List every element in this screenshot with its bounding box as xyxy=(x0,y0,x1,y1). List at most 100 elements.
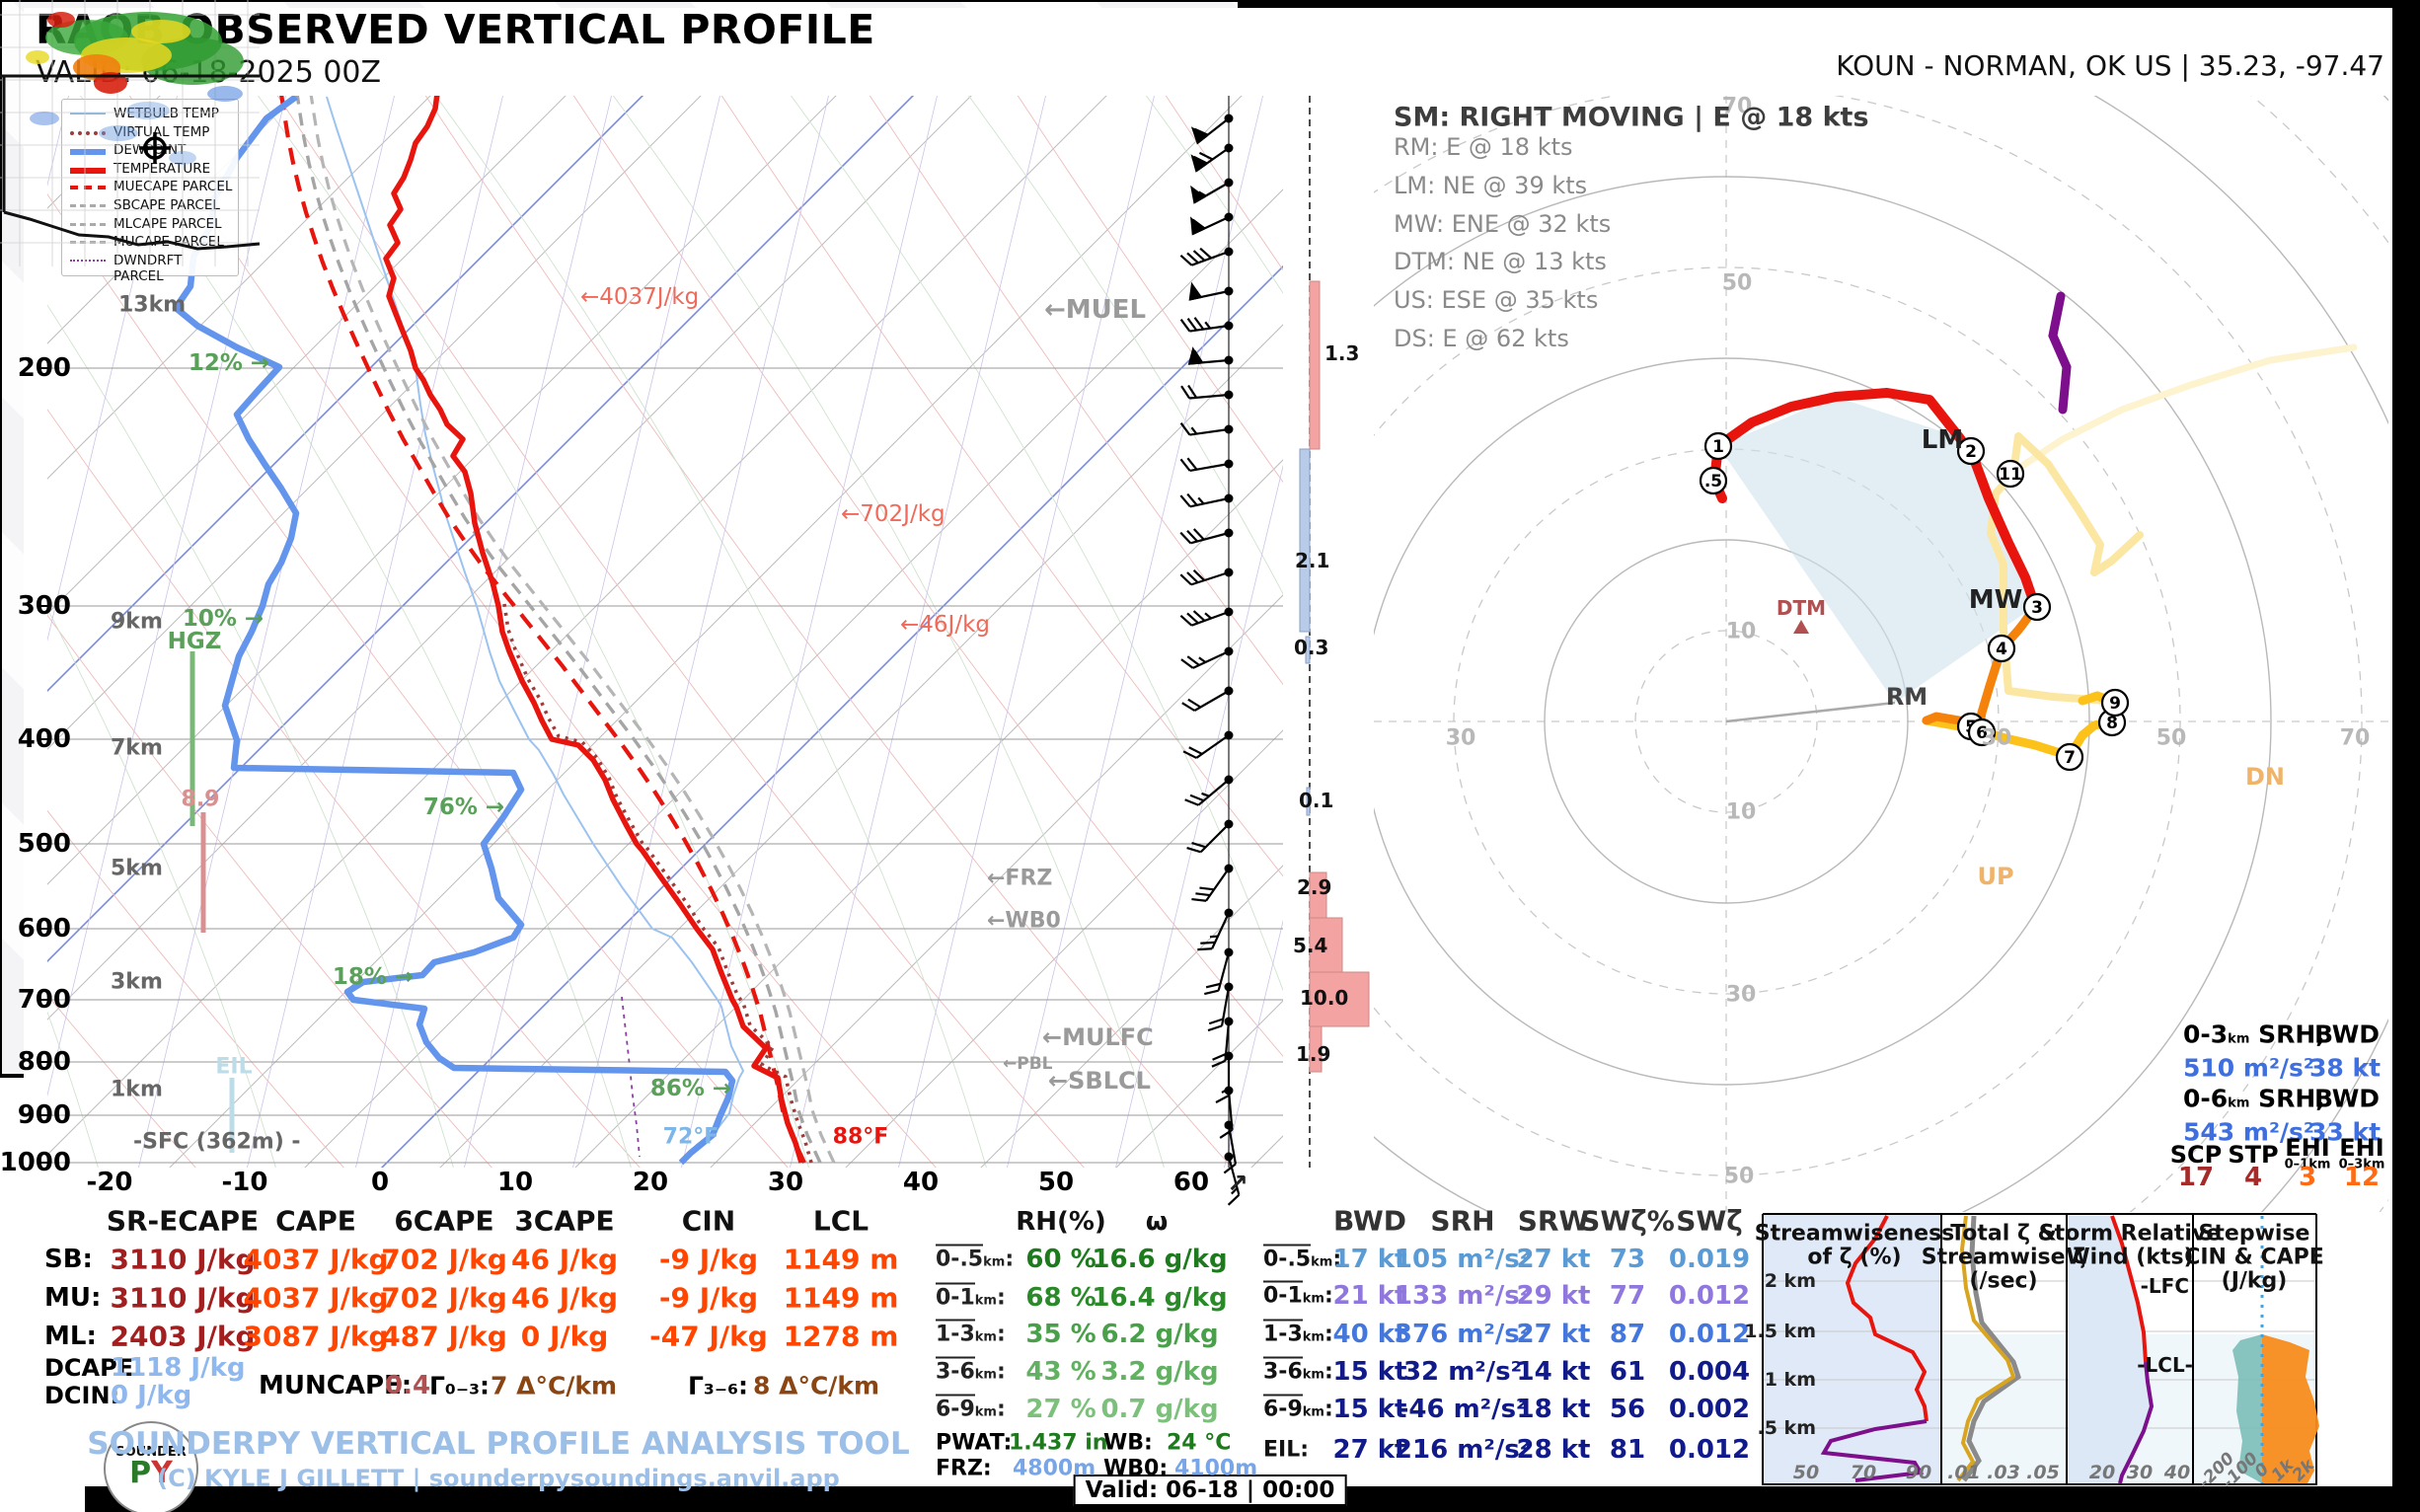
thermo-value: 46 J/kg xyxy=(510,1281,619,1315)
wind-barb-icon xyxy=(1187,346,1234,365)
rh-row-label: 0-.5km: xyxy=(936,1244,1014,1272)
srh-box-row2-label2: BWD xyxy=(2314,1084,2381,1113)
dry-adiabat-line xyxy=(424,96,1233,1168)
dry-adiabat-line xyxy=(47,994,196,1168)
p1-title: of ζ (%) xyxy=(1807,1245,1902,1270)
hodo-ring-solid xyxy=(1544,539,1909,904)
thermo-value: 3087 J/kg xyxy=(243,1320,389,1353)
dcape-label: DCAPE: xyxy=(44,1354,143,1382)
panel-lowlevel-shade xyxy=(1941,1334,2067,1485)
wb0-label: WB0: xyxy=(1103,1456,1169,1481)
special-line-label: EIL xyxy=(215,1054,253,1080)
srh-0-3-value: 510 m²/s² xyxy=(2183,1053,2314,1083)
stepwise-cin-area xyxy=(2232,1334,2262,1483)
bwd-0-3-value: 38 kt xyxy=(2309,1053,2382,1083)
omega-pointer-arrow-icon: ↗ xyxy=(1227,1170,1248,1199)
thermo-row-label: ML: xyxy=(44,1322,97,1351)
height-label: 3km xyxy=(111,969,163,995)
p1-ytick: .5 km xyxy=(1757,1417,1817,1439)
panel-xtick: 70 xyxy=(1850,1462,1877,1483)
height-label: 7km xyxy=(111,735,163,761)
hodo-vector-label-dn: DN xyxy=(2244,763,2286,791)
omega-bar xyxy=(1309,280,1321,450)
dry-adiabat-line xyxy=(869,96,1283,686)
kin-value: 29 kt xyxy=(1516,1281,1591,1311)
hodo-trace-9-13km-faint xyxy=(2009,343,2358,476)
temp-tick-label: 40 xyxy=(902,1168,940,1197)
omega-value-label: 5.4 xyxy=(1293,934,1328,957)
cape-annotation: ←702J/kg xyxy=(841,501,945,527)
wind-barb-icon xyxy=(1191,864,1234,902)
panel-border xyxy=(2315,1214,2317,1485)
wind-barb-icon xyxy=(1204,947,1234,996)
omega-value-label: 1.3 xyxy=(1324,341,1360,365)
legend-line-sample-icon xyxy=(70,204,106,207)
kin-row-label: 3-6km: xyxy=(1263,1356,1333,1385)
thermo-header: CIN xyxy=(681,1204,736,1238)
moist-adiabat-line xyxy=(967,96,1283,595)
mixing-ratio-line xyxy=(572,96,829,1168)
hodo-ring-label: 50 xyxy=(1721,270,1753,296)
isotherm-line xyxy=(710,594,1283,1168)
kin-value: 105 m²/s² xyxy=(1394,1245,1532,1274)
kin-header: SRW xyxy=(1517,1204,1590,1238)
kin-value: 0.019 xyxy=(1668,1245,1751,1274)
panel-border xyxy=(2066,1214,2068,1485)
thermo-value: 487 J/kg xyxy=(381,1320,507,1353)
hodo-height-marker xyxy=(2055,742,2084,772)
p1-ytick: 1.5 km xyxy=(1744,1321,1816,1342)
hodo-ring-label: 10 xyxy=(1725,799,1757,825)
kin-row-label: 6-9km: xyxy=(1263,1394,1333,1422)
omega-bar xyxy=(1299,448,1311,633)
mixing-ratio-line xyxy=(247,96,503,1168)
height-label: 5km xyxy=(111,856,163,881)
wind-barb-icon xyxy=(1188,281,1234,301)
hodo-height-marker-label: 11 xyxy=(1999,465,2022,485)
isotherm-line xyxy=(304,189,1283,1168)
pressure-tick-label: 700 xyxy=(17,985,71,1015)
p4-title: (J/kg) xyxy=(2221,1268,2288,1294)
dry-adiabat-line xyxy=(1017,96,1283,484)
hodo-height-marker xyxy=(1703,431,1733,461)
hodo-ring-label: 30 xyxy=(1981,725,2012,751)
thermo-value: 702 J/kg xyxy=(381,1243,507,1276)
muncape-label: MUNCAPE: xyxy=(259,1371,413,1400)
p3-title: Storm Relative xyxy=(2038,1221,2222,1247)
level-annotation: ←WB0 xyxy=(987,908,1061,934)
p1-ytick: 2 km xyxy=(1764,1270,1816,1292)
hodo-ring-label: 50 xyxy=(2155,725,2187,751)
hodo-ring-label: 50 xyxy=(1723,1164,1755,1189)
kin-value: 27 kt xyxy=(1516,1320,1591,1349)
legend-line-sample-icon xyxy=(70,113,106,114)
isotherm-line xyxy=(845,729,1283,1168)
hodo-height-marker-label: 7 xyxy=(2064,748,2076,768)
mixing-ratio-line xyxy=(898,96,1155,1168)
highlight-isotherm-line xyxy=(47,96,915,963)
storm-motion-line: LM: NE @ 39 kts xyxy=(1394,172,1588,199)
kin-header: SWζ% xyxy=(1580,1204,1675,1238)
legend-line-sample-icon xyxy=(70,259,106,262)
dry-adiabat-line xyxy=(572,96,1283,1057)
legend-item: MLCAPE PARCEL xyxy=(68,216,236,232)
kin-header: SRH xyxy=(1430,1204,1495,1238)
dwndrft-parcel-curve xyxy=(621,996,641,1158)
cape-annotation: ←4037J/kg xyxy=(580,284,700,310)
pressure-tick-label: 1000 xyxy=(0,1148,71,1177)
scp-header: EHI xyxy=(2339,1134,2384,1162)
thermo-value: 2403 J/kg xyxy=(110,1320,256,1353)
legend-item-label: MUECAPE PARCEL xyxy=(113,179,233,195)
thermo-value: 0 J/kg xyxy=(520,1320,609,1353)
thermo-value: 702 J/kg xyxy=(381,1281,507,1315)
pressure-tick-label: 600 xyxy=(17,914,71,944)
wind-barb-icon xyxy=(1180,646,1234,669)
hodo-ring-label: 10 xyxy=(1725,619,1757,644)
thermo-value: -9 J/kg xyxy=(658,1281,759,1315)
omega-bar xyxy=(1305,636,1311,664)
p3-level-mark: -LCL- xyxy=(2137,1353,2193,1377)
kin-value: 28 kt xyxy=(1516,1435,1591,1465)
moist-adiabat-line xyxy=(47,304,454,1168)
isotherm-line xyxy=(47,96,431,480)
gamma-0-3-value: 7 Δ°C/km xyxy=(491,1371,618,1400)
